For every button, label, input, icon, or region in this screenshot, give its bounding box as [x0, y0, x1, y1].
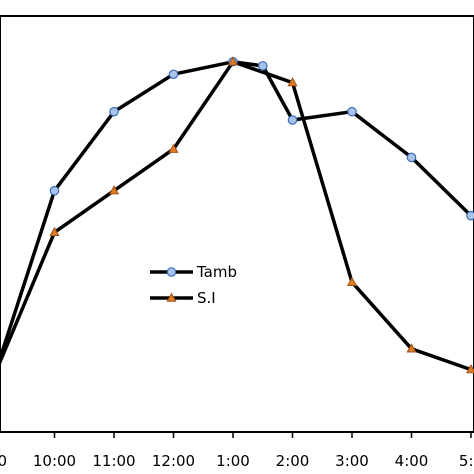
x-tick-label: 1:00: [216, 452, 250, 470]
x-tick-label: 4:00: [395, 452, 429, 470]
data-point-1: [346, 276, 358, 286]
series-line-1: [0, 60, 472, 372]
x-tick-label: 2:00: [276, 452, 310, 470]
data-point-0: [347, 106, 357, 117]
series-line-0: [0, 60, 473, 365]
x-tick-label: 11:00: [92, 452, 135, 470]
data-point-1: [168, 143, 179, 153]
x-tick-label: 3:00: [335, 452, 369, 470]
series-layer: [0, 56, 474, 378]
data-point-0: [466, 210, 474, 221]
plot-frame: [0, 15, 474, 433]
data-point-1: [49, 226, 60, 237]
legend-label-0: Tamb: [196, 263, 237, 281]
x-ticks: :00 10:00 11:00 12:00 1:00 2:00 3:00 4:00 5:0: [0, 432, 474, 470]
data-point-0: [287, 115, 298, 125]
legend-marker-0: [166, 267, 177, 277]
data-point-0: [49, 185, 60, 196]
x-tick-label: 5:0: [459, 452, 474, 470]
data-point-1: [287, 77, 298, 87]
data-point-1: [227, 56, 239, 66]
data-point-1: [108, 185, 120, 195]
legend-label-1: S.I: [197, 289, 216, 307]
x-tick-label: :00: [0, 452, 7, 470]
data-point-0: [109, 106, 119, 117]
legend-marker-1: [166, 292, 177, 302]
legend: Tamb S.I: [150, 263, 237, 307]
data-point-0: [406, 152, 417, 163]
x-tick-label: 12:00: [152, 452, 195, 470]
data-point-1: [465, 364, 474, 374]
data-point-1: [406, 343, 417, 353]
data-point-0: [168, 69, 179, 80]
x-tick-label: 10:00: [33, 452, 76, 470]
data-point-0: [257, 61, 268, 71]
